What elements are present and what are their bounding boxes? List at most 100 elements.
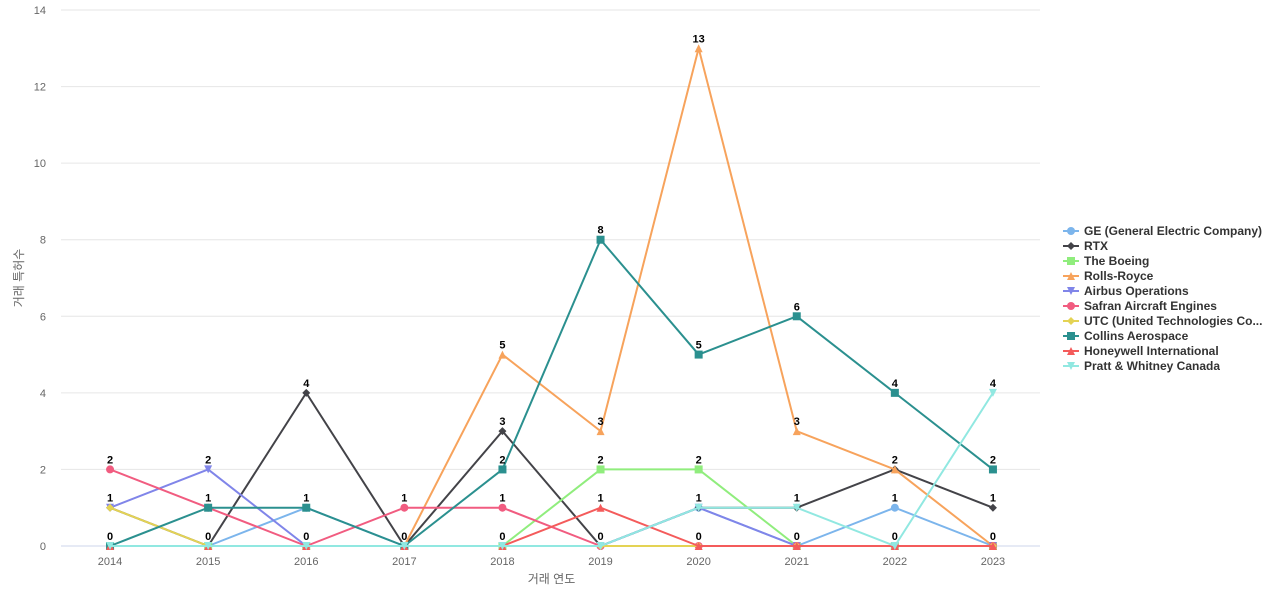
x-tick-label: 2014 — [98, 556, 122, 568]
legend-item[interactable]: Safran Aircraft Engines — [1062, 298, 1262, 313]
series-line — [109, 391, 994, 547]
data-point — [694, 44, 703, 53]
data-label: 1 — [499, 493, 505, 505]
data-point — [694, 542, 703, 550]
legend-item[interactable]: Honeywell International — [1062, 343, 1262, 358]
data-point — [988, 388, 997, 397]
data-label: 5 — [696, 340, 702, 352]
legend-symbol-icon — [1063, 331, 1079, 340]
data-label: 2 — [696, 454, 702, 466]
legend-symbol-icon — [1063, 361, 1079, 370]
legend-item[interactable]: Pratt & Whitney Canada — [1062, 358, 1262, 373]
legend-symbol-icon — [1063, 271, 1079, 280]
data-point — [890, 388, 899, 397]
data-label: 1 — [696, 493, 702, 505]
legend-symbol-icon — [1063, 256, 1079, 265]
y-tick-label: 14 — [34, 5, 46, 17]
legend-label: The Boeing — [1084, 253, 1150, 268]
data-point — [596, 503, 605, 512]
data-label: 2 — [499, 454, 505, 466]
legend-label: Pratt & Whitney Canada — [1084, 358, 1221, 373]
data-label: 4 — [990, 378, 997, 390]
data-point — [988, 542, 997, 550]
data-label: 0 — [990, 531, 996, 543]
data-label: 0 — [499, 531, 505, 543]
series-7 — [106, 235, 997, 550]
x-tick-label: 2020 — [686, 556, 710, 568]
series-8 — [106, 503, 997, 550]
data-label: 8 — [597, 225, 603, 237]
data-label: 0 — [107, 531, 113, 543]
data-point — [596, 542, 605, 550]
data-label: 1 — [990, 493, 996, 505]
data-label: 3 — [597, 416, 603, 428]
series-line — [109, 47, 994, 547]
legend-label: RTX — [1084, 238, 1108, 253]
data-point — [792, 542, 801, 550]
series-line — [109, 238, 994, 547]
legend-label: Rolls-Royce — [1084, 268, 1154, 283]
data-point — [400, 503, 409, 512]
series-9 — [106, 388, 997, 550]
data-label: 0 — [696, 531, 702, 543]
legend-symbol-icon — [1063, 226, 1079, 235]
data-point — [596, 235, 605, 244]
legend-item[interactable]: RTX — [1062, 238, 1262, 253]
legend-item[interactable]: Rolls-Royce — [1062, 268, 1262, 283]
data-label: 2 — [107, 454, 113, 466]
legend-label: Safran Aircraft Engines — [1084, 298, 1217, 313]
x-tick-label: 2022 — [883, 556, 907, 568]
legend-item[interactable]: Collins Aerospace — [1062, 328, 1262, 343]
data-label: 6 — [794, 301, 800, 313]
legend-item[interactable]: UTC (United Technologies Co... — [1062, 313, 1262, 328]
data-label: 1 — [892, 493, 898, 505]
legend-label: Honeywell International — [1084, 343, 1219, 358]
legend-label: GE (General Electric Company) — [1084, 223, 1263, 238]
data-label: 3 — [499, 416, 505, 428]
data-point — [498, 350, 507, 359]
data-label: 1 — [303, 493, 309, 505]
data-point — [498, 503, 507, 512]
data-point — [302, 388, 311, 397]
legend-symbol-icon — [1063, 316, 1079, 325]
data-point — [792, 312, 801, 321]
legend: GE (General Electric Company) RTX The Boei… — [1062, 223, 1262, 373]
data-point — [498, 465, 507, 474]
data-point — [204, 465, 213, 474]
data-label: 4 — [892, 378, 899, 390]
legend-item[interactable]: GE (General Electric Company) — [1062, 223, 1262, 238]
data-point — [890, 542, 899, 550]
data-label: 0 — [597, 531, 603, 543]
y-tick-label: 10 — [34, 158, 46, 170]
legend-label: UTC (United Technologies Co... — [1084, 313, 1263, 328]
data-point — [890, 465, 899, 474]
data-label: 3 — [794, 416, 800, 428]
legend-symbol-icon — [1063, 286, 1079, 295]
data-label: 2 — [990, 454, 996, 466]
data-label: 1 — [205, 493, 211, 505]
x-tick-label: 2023 — [981, 556, 1005, 568]
legend-label: Airbus Operations — [1084, 283, 1189, 298]
series-line — [109, 391, 994, 547]
legend-item[interactable]: Airbus Operations — [1062, 283, 1262, 298]
data-point — [302, 542, 311, 550]
data-label: 13 — [693, 33, 705, 45]
y-tick-label: 4 — [40, 388, 46, 400]
x-tick-label: 2015 — [196, 556, 220, 568]
data-point — [106, 503, 115, 512]
data-point — [596, 465, 605, 474]
data-label: 0 — [401, 531, 407, 543]
y-tick-label: 2 — [40, 464, 46, 476]
data-point — [400, 542, 409, 550]
data-point — [988, 465, 997, 474]
legend-item[interactable]: The Boeing — [1062, 253, 1262, 268]
data-label: 1 — [107, 493, 113, 505]
data-point — [106, 465, 115, 474]
x-axis-title: 거래 연도 — [528, 572, 576, 586]
data-label: 0 — [303, 531, 309, 543]
data-label: 4 — [303, 378, 310, 390]
data-label: 2 — [892, 454, 898, 466]
legend-symbol-icon — [1063, 346, 1079, 355]
data-point — [498, 542, 507, 550]
